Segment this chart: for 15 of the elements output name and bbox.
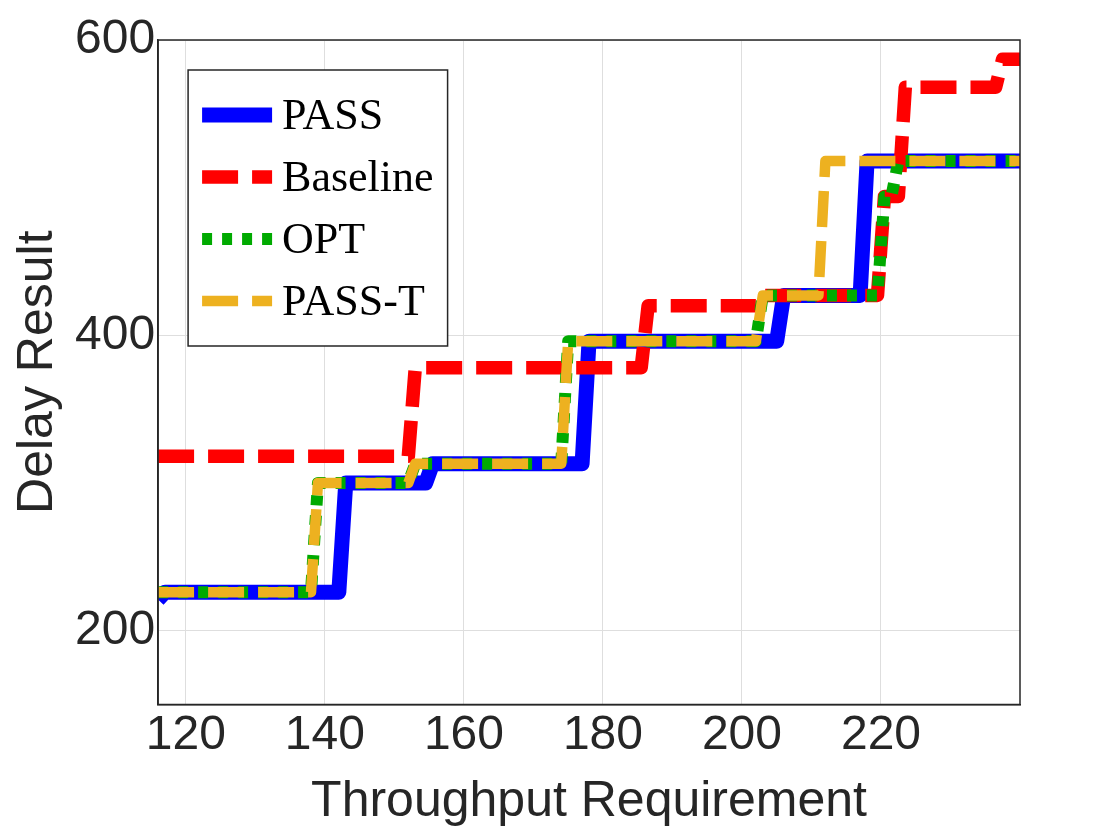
legend-label: PASS — [282, 89, 384, 139]
x-tick-label: 120 — [145, 706, 226, 760]
x-tick-label: 140 — [284, 706, 365, 760]
x-axis-title: Throughput Requirement — [311, 770, 868, 827]
legend-label: OPT — [282, 213, 366, 263]
legend-label: Baseline — [282, 151, 434, 201]
y-tick-label: 600 — [74, 10, 156, 64]
x-tick-label: 200 — [701, 706, 783, 760]
y-axis-title: Delay Result — [6, 230, 63, 514]
legend-label: PASS-T — [282, 275, 425, 325]
x-tick-label: 180 — [562, 706, 643, 760]
y-tick-label: 200 — [74, 600, 156, 654]
x-tick-label: 160 — [423, 706, 504, 760]
y-tick-label: 400 — [74, 305, 156, 359]
x-tick-label: 220 — [840, 706, 922, 760]
